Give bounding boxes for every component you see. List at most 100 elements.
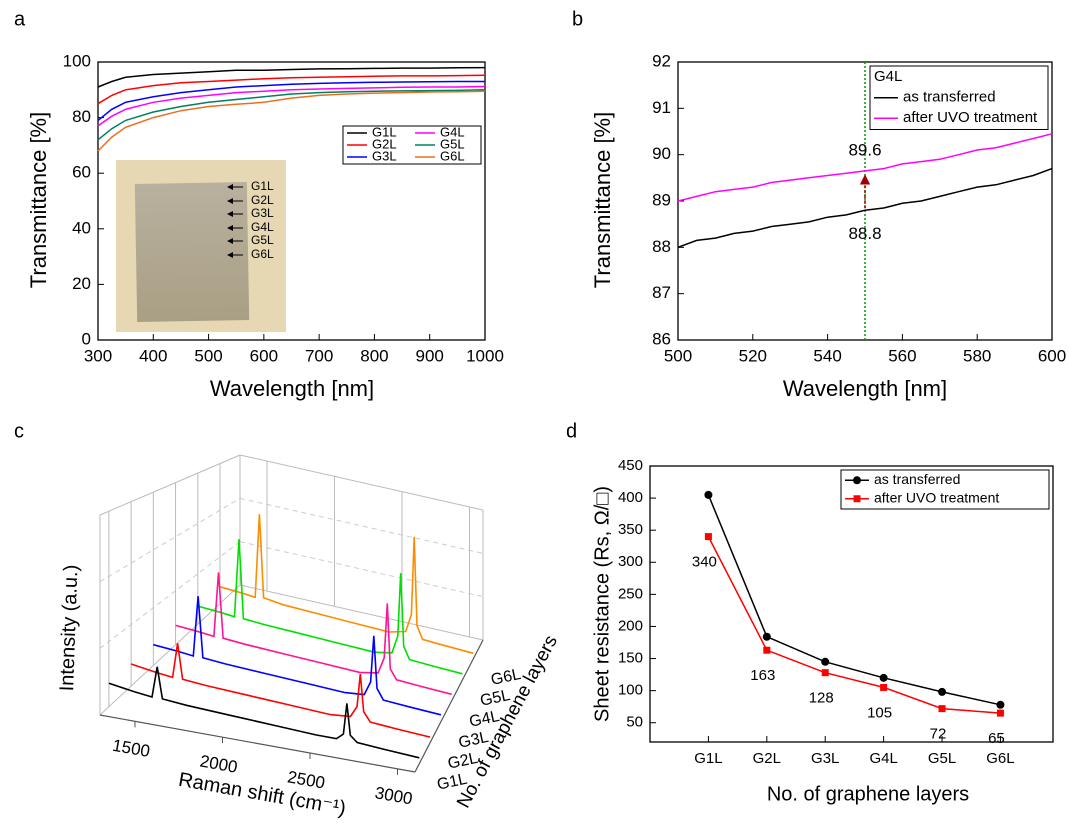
series-line (677, 167, 1053, 249)
y-tick-label: 150 (618, 650, 643, 667)
point (880, 683, 888, 691)
panel-label: d (566, 420, 577, 442)
panel-label: b (572, 8, 583, 30)
y-tick-label: 40 (72, 218, 91, 237)
x-tick-label: 400 (139, 346, 167, 365)
point (996, 700, 1005, 709)
depth-tick-label: G4L (468, 708, 501, 731)
grid-line (99, 541, 241, 649)
y-tick-label: 90 (652, 144, 671, 163)
y-tick-label: 450 (618, 457, 643, 474)
point (704, 533, 712, 541)
x-tick-label: 500 (664, 346, 692, 365)
x-axis-label: No. of graphene layers (767, 783, 969, 805)
legend-box (840, 469, 1050, 510)
spectrum (175, 572, 452, 696)
grid-line (99, 497, 241, 583)
legend-label: after UVO treatment (874, 489, 999, 505)
series-line (97, 90, 486, 152)
legend-label: G6L (440, 148, 465, 163)
depth-tick-label: G3L (457, 729, 490, 752)
y-tick-label: 87 (652, 283, 671, 302)
legend-box (869, 65, 1049, 130)
legend-label: G2L (372, 136, 397, 151)
plot-frame (649, 465, 1054, 743)
series-line (707, 494, 1001, 706)
point (762, 632, 771, 641)
x-tick-label: 900 (416, 346, 444, 365)
value-label: 163 (750, 667, 775, 684)
legend-label: G1L (372, 124, 397, 139)
y-tick-label: 89 (652, 190, 671, 209)
y-tick-label: 100 (618, 682, 643, 699)
point (938, 687, 947, 696)
x-tick-label: 560 (888, 346, 916, 365)
spectrum (219, 514, 474, 655)
point (821, 657, 830, 666)
grid-line (239, 497, 484, 554)
y-tick-label: 60 (72, 163, 91, 182)
y-tick-label: 91 (652, 98, 671, 117)
x-tick-label: 600 (1038, 346, 1066, 365)
legend-label: G4L (440, 124, 465, 139)
inset-label: G6L (251, 247, 274, 261)
x-tick-label: G1L (694, 750, 722, 767)
grid-line (239, 541, 484, 598)
value-label: 65 (988, 730, 1005, 747)
y-tick-label: 92 (652, 51, 671, 70)
x-tick-label: 600 (250, 346, 278, 365)
panel-label: c (14, 420, 24, 442)
x-tick-label: G4L (869, 750, 897, 767)
series-line (97, 74, 486, 105)
y-tick-label: 20 (72, 274, 91, 293)
annotation: 89.6 (848, 141, 881, 160)
plot-frame (97, 61, 486, 341)
legend-label: G3L (372, 148, 397, 163)
legend-label: after UVO treatment (903, 109, 1038, 126)
legend-label: as transferred (903, 89, 996, 106)
x-tick-label: 520 (739, 346, 767, 365)
y-axis-label: Transmittance [%] (26, 112, 51, 288)
y-tick-label: 50 (626, 714, 643, 731)
series-line (677, 133, 1053, 202)
y-axis-label: Sheet resistance (Rs, Ω/□) (591, 486, 613, 722)
depth-tick-label: G1L (435, 771, 468, 794)
series-line (97, 66, 486, 88)
box-edge (239, 454, 484, 511)
legend-title: G4L (874, 68, 902, 85)
point (821, 669, 829, 677)
series-line (97, 89, 486, 141)
x-tick-label: G2L (753, 750, 781, 767)
x-axis (99, 714, 416, 773)
panel-label: a (14, 8, 26, 30)
y-tick-label: 88 (652, 237, 671, 256)
point (763, 646, 771, 654)
inset-label: G5L (251, 233, 274, 247)
x-tick-label: G5L (928, 750, 956, 767)
depth-axis (414, 639, 484, 773)
x-axis-label: Wavelength [nm] (783, 376, 947, 401)
y-tick-label: 400 (618, 489, 643, 506)
value-label: 72 (930, 726, 947, 743)
annotation: 88.8 (848, 224, 881, 243)
value-label: 128 (809, 690, 834, 707)
spectrum (197, 539, 463, 675)
inset-label: G1L (251, 179, 274, 193)
y-axis-label: Transmittance [%] (590, 112, 615, 288)
x-tick-label: 300 (84, 346, 112, 365)
point (879, 673, 888, 682)
spectrum (130, 643, 431, 738)
y-tick-label: 350 (618, 521, 643, 538)
depth-tick-label: G6L (489, 666, 522, 689)
x-tick-label: 1000 (466, 346, 504, 365)
inset-label: G4L (251, 220, 274, 234)
inset-photo: G1L G2L G3L G4L G5L G6L (116, 160, 286, 332)
y-tick-label: 250 (618, 585, 643, 602)
point (853, 495, 861, 503)
series-line (97, 80, 485, 121)
box-edge (239, 584, 484, 641)
depth-tick-label: G2L (446, 750, 479, 773)
inset-label: G3L (251, 206, 274, 220)
point (996, 709, 1004, 717)
